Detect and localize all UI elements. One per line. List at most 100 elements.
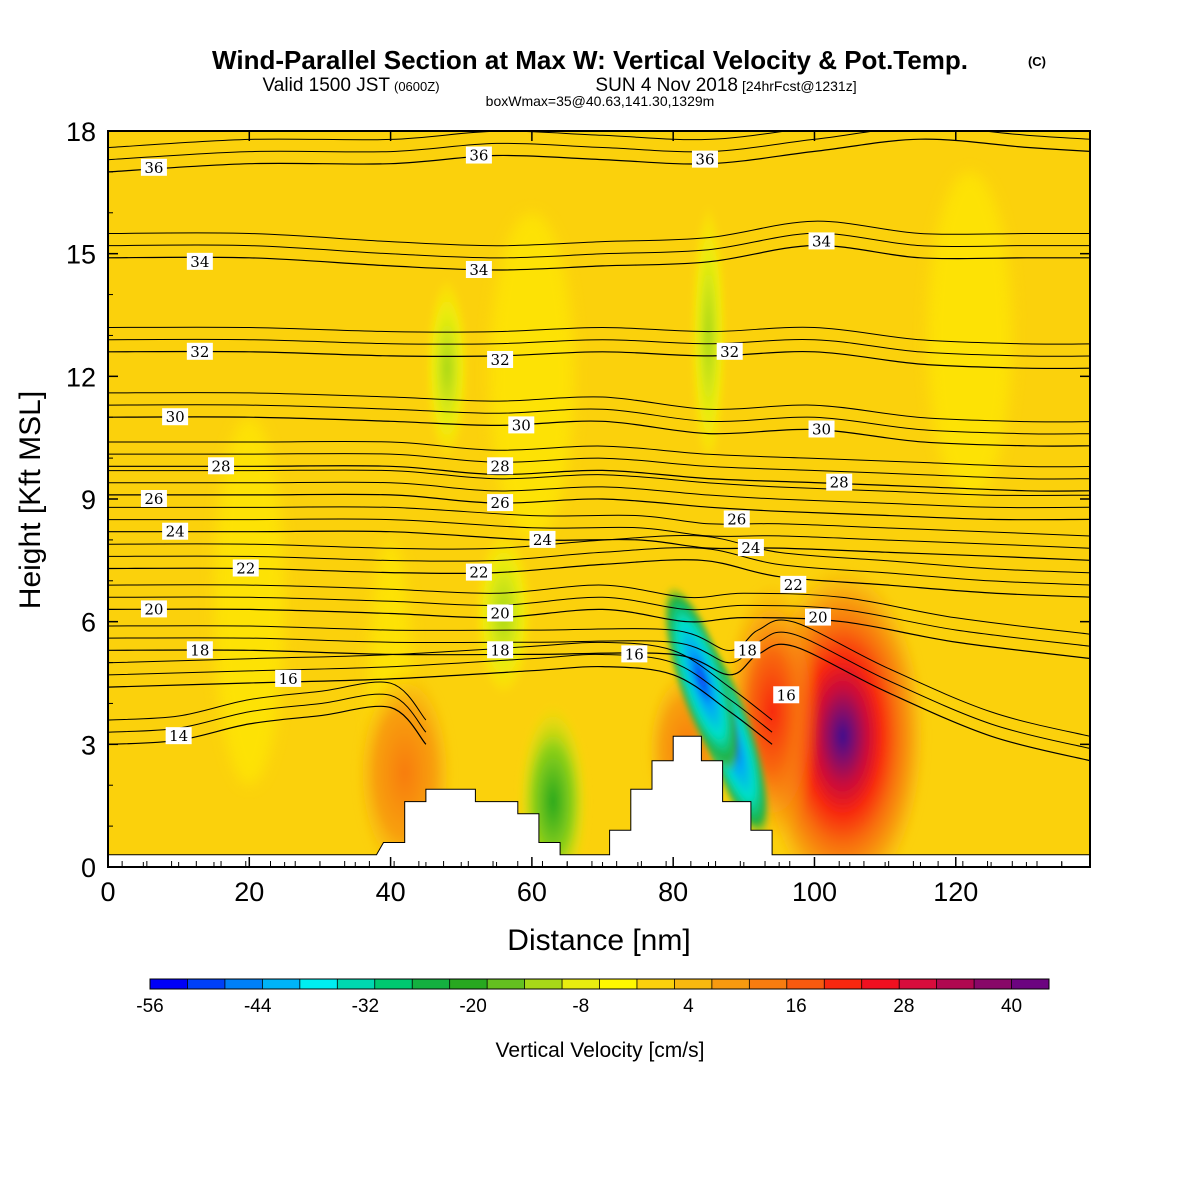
valid-time-line: Valid 1500 JST (0600Z) SUN 4 Nov 2018 [2… bbox=[263, 75, 857, 96]
contour-label-text: 34 bbox=[469, 261, 488, 279]
theta-contour-minor bbox=[108, 131, 1090, 161]
contour-label-text: 36 bbox=[695, 151, 714, 169]
contour-label: 14 bbox=[165, 727, 192, 745]
contour-label-text: 24 bbox=[533, 531, 552, 549]
contour-label: 24 bbox=[162, 522, 189, 541]
contour-label-text: 22 bbox=[784, 576, 803, 594]
theta-contour-minor bbox=[108, 453, 1090, 480]
theta-contour-minor bbox=[108, 653, 773, 733]
contour-label: 18 bbox=[487, 641, 514, 659]
theta-contour-28 bbox=[108, 465, 1090, 492]
theta-contour-24 bbox=[108, 530, 1090, 561]
theta-contour-minor bbox=[108, 596, 1090, 647]
colorbar-box bbox=[936, 979, 975, 989]
contour-label: 20 bbox=[140, 600, 167, 618]
colorbar-tick-label: 28 bbox=[893, 996, 914, 1017]
valid-date-text: SUN 4 Nov 2018 bbox=[595, 75, 738, 96]
valid-zulu-text: (0600Z) bbox=[394, 79, 440, 94]
valid-time-text: Valid 1500 JST bbox=[263, 75, 391, 96]
colorbar-box bbox=[262, 979, 301, 989]
theta-contour-18 bbox=[108, 643, 1090, 762]
x-tick-label: 100 bbox=[792, 877, 837, 907]
contour-label: 32 bbox=[186, 342, 213, 361]
contour-label-text: 28 bbox=[491, 457, 510, 475]
colorbar-box bbox=[374, 979, 413, 989]
theta-contour-minor bbox=[108, 641, 773, 721]
theta-contour-minor bbox=[108, 232, 1090, 259]
x-tick-label: 20 bbox=[234, 877, 264, 907]
contour-label-text: 30 bbox=[812, 420, 831, 438]
contour-label-bg bbox=[691, 150, 718, 168]
colorbar-box bbox=[749, 979, 788, 989]
theta-contour-minor bbox=[108, 469, 1090, 496]
contour-label-text: 36 bbox=[144, 159, 163, 177]
theta-contour-minor bbox=[108, 584, 1090, 635]
field-band bbox=[213, 417, 285, 786]
colorbar-box bbox=[299, 979, 338, 989]
contour-label-bg bbox=[275, 669, 302, 687]
contour-label-bg bbox=[162, 522, 189, 540]
contour-label-text: 16 bbox=[279, 670, 298, 688]
colorbar-tick-label: -56 bbox=[136, 996, 163, 1017]
theta-contour-minor bbox=[108, 481, 1090, 509]
contour-label-bg bbox=[487, 350, 514, 368]
theta-contour-20 bbox=[108, 608, 1090, 660]
theta-contour-34 bbox=[108, 244, 1090, 271]
colorbar-tick-label: 40 bbox=[1001, 996, 1022, 1017]
contour-label: 34 bbox=[465, 261, 492, 279]
colorbar-box bbox=[187, 979, 226, 989]
contour-label: 28 bbox=[208, 457, 235, 475]
colorbar-box bbox=[824, 979, 863, 989]
x-axis-label: Distance [nm] bbox=[507, 924, 690, 957]
contour-label-text: 30 bbox=[512, 416, 531, 434]
contour-label-text: 20 bbox=[808, 609, 827, 627]
chart-title: Wind-Parallel Section at Max W: Vertical… bbox=[212, 45, 968, 75]
contour-label-bg bbox=[232, 559, 259, 577]
theta-contour-minor bbox=[108, 506, 1090, 537]
contour-label-text: 32 bbox=[190, 343, 209, 361]
contour-label-text: 18 bbox=[738, 641, 757, 659]
theta-contour-minor bbox=[108, 404, 1090, 435]
contour-label-bg bbox=[208, 457, 235, 475]
colorbar-tick-label: -8 bbox=[572, 996, 589, 1017]
contour-label-bg bbox=[465, 146, 492, 164]
contour-label-text: 26 bbox=[727, 510, 746, 528]
contour-label-bg bbox=[140, 600, 167, 618]
contour-label-text: 14 bbox=[169, 727, 188, 745]
contour-label-text: 30 bbox=[166, 408, 185, 426]
contour-label-bg bbox=[826, 473, 853, 491]
contour-label-bg bbox=[140, 490, 167, 507]
contour-label-text: 26 bbox=[144, 490, 163, 508]
theta-contour-16 bbox=[108, 665, 773, 745]
contour-label-bg bbox=[165, 727, 192, 745]
contour-label-bg bbox=[162, 408, 189, 426]
colorbar-box bbox=[786, 979, 825, 989]
downdraft-cell bbox=[690, 204, 727, 467]
colorbar-box bbox=[562, 979, 600, 989]
theta-contour-26 bbox=[108, 493, 1090, 521]
contour-label-bg bbox=[529, 530, 556, 548]
contour-label: 26 bbox=[140, 490, 167, 508]
contour-label-bg bbox=[723, 510, 750, 528]
colorbar-box bbox=[899, 979, 938, 989]
y-axis-label: Height [Kft MSL] bbox=[14, 391, 47, 609]
contour-label: 26 bbox=[487, 494, 514, 512]
contour-label-text: 16 bbox=[777, 686, 796, 704]
colorbar: -56 -44 -32 -20 -8 4 16 28 40 bbox=[136, 978, 1050, 1017]
y-tick-label: 0 bbox=[81, 853, 96, 883]
contour-label-bg bbox=[808, 420, 835, 438]
contour-label-bg bbox=[487, 641, 514, 659]
contour-label-text: 24 bbox=[741, 539, 760, 557]
contour-label: 30 bbox=[508, 416, 535, 434]
contour-label-text: 34 bbox=[812, 232, 831, 250]
colorbar-box bbox=[1011, 979, 1050, 989]
colorbar-box bbox=[674, 979, 713, 989]
colorbar-tick-label: 16 bbox=[786, 996, 807, 1017]
theta-contour-minor bbox=[108, 619, 1090, 737]
contour-label: 28 bbox=[487, 457, 514, 475]
colorbar-box bbox=[861, 979, 900, 989]
contour-label-text: 28 bbox=[830, 474, 849, 492]
contour-label: 36 bbox=[691, 150, 718, 169]
